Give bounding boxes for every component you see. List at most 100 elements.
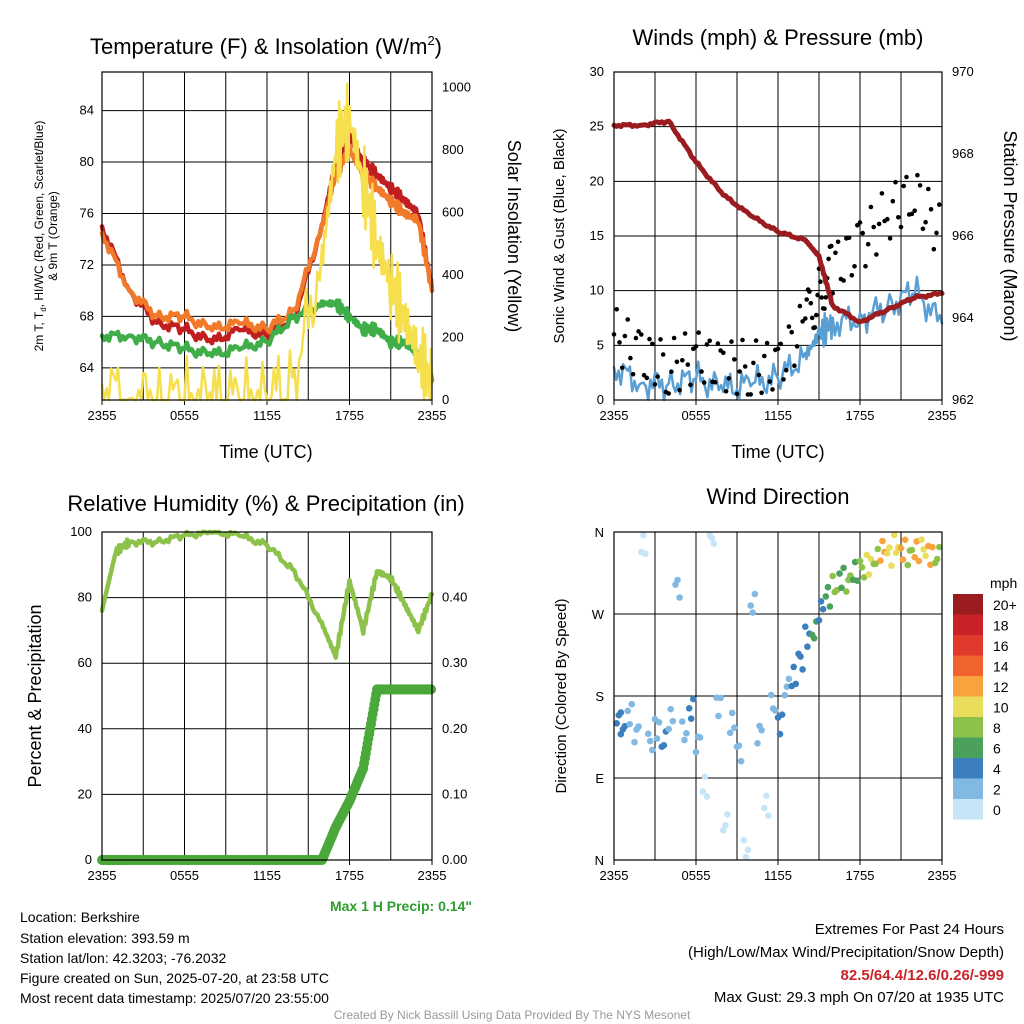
x-tick-label: 1155: [764, 408, 792, 423]
rh-title: Relative Humidity (%) & Precipitation (i…: [67, 491, 464, 516]
temp-xlabel: Time (UTC): [219, 442, 312, 462]
x-tick-label: 1155: [253, 408, 281, 423]
direction-point: [726, 729, 734, 737]
direction-point: [692, 748, 700, 756]
direction-point: [872, 560, 879, 567]
y-tick-label: 20: [78, 786, 92, 801]
direction-point: [708, 534, 715, 542]
gust-point: [756, 372, 762, 378]
y-tick-label: 30: [590, 64, 604, 79]
x-tick-label: 2355: [88, 868, 117, 883]
direction-point: [799, 666, 806, 673]
direction-point: [740, 836, 748, 844]
gust-point: [915, 172, 920, 178]
gust-point: [896, 215, 901, 220]
gust-point: [740, 337, 745, 343]
gust-point: [685, 362, 691, 367]
gust-point: [890, 198, 896, 204]
gust-point: [812, 325, 818, 330]
direction-point: [817, 598, 825, 605]
gust-point: [822, 306, 827, 312]
wdir-title: Wind Direction: [706, 484, 849, 509]
gust-point: [841, 278, 846, 283]
legend-swatch: [953, 635, 983, 656]
gust-point: [677, 387, 682, 393]
direction-point: [722, 822, 729, 829]
legend-swatch: [953, 655, 983, 676]
gust-point: [898, 224, 904, 230]
direction-point: [915, 557, 923, 565]
gust-point: [644, 375, 650, 381]
legend-label: 14: [993, 659, 1009, 675]
direction-point: [742, 853, 750, 861]
legend-swatch: [953, 696, 983, 717]
x-tick-label: 2355: [928, 408, 957, 423]
direction-point: [720, 827, 727, 834]
direction-point: [679, 718, 686, 725]
gust-point: [819, 295, 824, 300]
direction-point: [674, 576, 681, 584]
direction-point: [628, 700, 636, 708]
footer-elevation: Station elevation: 393.59 m: [20, 930, 190, 946]
winds-xlabel: Time (UTC): [731, 442, 824, 462]
direction-point: [617, 709, 625, 716]
extremes-title: Extremes For Past 24 Hours: [815, 921, 1004, 938]
direction-point: [754, 740, 761, 747]
direction-point: [669, 717, 677, 725]
direction-point: [744, 846, 752, 854]
gust-point: [753, 338, 759, 343]
direction-point: [699, 788, 707, 795]
x-tick-label: 2355: [600, 868, 629, 883]
gust-point: [622, 333, 628, 339]
direction-point: [843, 588, 850, 595]
gust-point: [737, 369, 742, 374]
y-tick-label: 15: [590, 228, 604, 243]
gust-point: [721, 350, 726, 356]
direction-point: [785, 675, 793, 683]
legend-label: 2: [993, 782, 1001, 798]
legend-swatch: [953, 594, 983, 615]
gust-point: [868, 204, 874, 210]
plot-frame: [101, 531, 433, 861]
legend-swatch: [953, 737, 983, 758]
direction-point: [660, 742, 668, 749]
direction-point: [749, 609, 756, 616]
rh-ylabel: Percent & Precipitation: [25, 604, 45, 787]
gust-point: [723, 389, 729, 394]
gust-point: [904, 174, 909, 180]
y2-tick-label: 964: [952, 310, 974, 325]
direction-point: [790, 663, 797, 671]
gust-point: [794, 344, 800, 349]
y-tick-label: 72: [80, 257, 94, 272]
gust-point: [860, 230, 865, 236]
direction-point: [792, 680, 800, 688]
direction-point: [822, 593, 830, 600]
legend-swatch: [953, 717, 983, 738]
gust-point: [770, 387, 775, 392]
gust-point: [775, 346, 781, 352]
gust-point: [893, 179, 898, 185]
gust-point: [823, 295, 829, 300]
gust-point: [633, 335, 639, 341]
gust-point: [818, 279, 823, 285]
direction-point: [735, 742, 743, 749]
y2-tick-label: 968: [952, 146, 974, 161]
temp-ylabel-2: & 9m T (Orange): [46, 191, 60, 281]
gust-point: [792, 363, 797, 369]
direction-point: [892, 549, 900, 556]
direction-point: [804, 643, 811, 650]
direction-point: [737, 757, 745, 765]
x-tick-label: 1755: [335, 408, 364, 423]
direction-point: [867, 555, 875, 563]
gust-point: [852, 264, 857, 269]
gust-point: [937, 202, 942, 207]
direction-point: [683, 730, 690, 737]
legend-label: 10: [993, 700, 1009, 716]
legend-label: 4: [993, 761, 1001, 777]
y-tick-label: 68: [80, 308, 94, 323]
gust-point: [797, 303, 803, 309]
gust-point: [652, 382, 658, 387]
gust-point: [912, 208, 917, 213]
